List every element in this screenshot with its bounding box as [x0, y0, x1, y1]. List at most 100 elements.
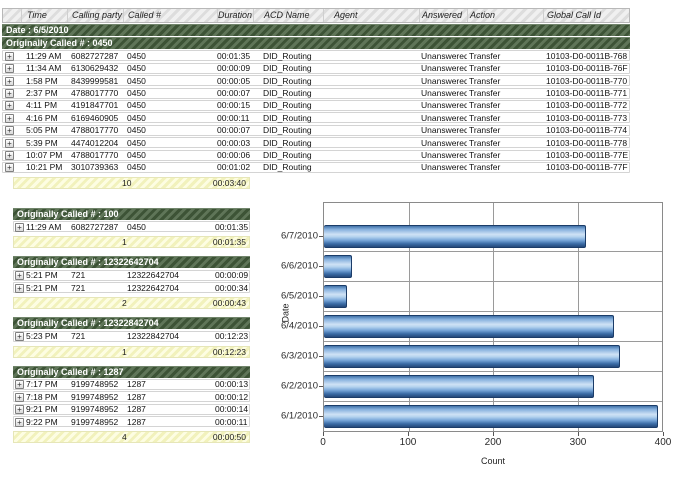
cell-action: Transfer	[469, 137, 501, 148]
expand-row-button[interactable]: +	[5, 126, 14, 136]
called-number-group: Originally Called # : 1287 +7:17 PM 919974…	[13, 365, 250, 444]
y-axis-tick	[319, 386, 323, 387]
expand-cell: +	[3, 138, 21, 148]
expand-cell: +	[3, 76, 21, 86]
cell-calling-party: 4474012204	[71, 137, 119, 148]
expand-cell: +	[3, 162, 21, 173]
expand-row-button[interactable]: +	[5, 51, 14, 61]
summary-duration: 00:01:35	[212, 237, 246, 248]
x-axis-tick	[408, 432, 409, 436]
cell-duration: 00:01:02	[217, 162, 251, 173]
group-summary-row: 2 00:00:43	[13, 297, 250, 310]
expand-row-button[interactable]: +	[5, 151, 14, 161]
cell-calling-party: 6082727287	[71, 221, 119, 232]
cell-time: 11:34 AM	[26, 63, 62, 74]
cell-called-number: 0450	[127, 112, 146, 123]
expand-row-button[interactable]: +	[5, 89, 14, 99]
call-log-row: +5:21 PM 721 12322642704 00:00:09	[13, 269, 250, 281]
call-log-row: +7:17 PM 9199748952 1287 00:00:13	[13, 378, 250, 390]
cell-action: Transfer	[469, 125, 501, 136]
cell-acd-name: DID_Routing	[263, 125, 312, 136]
cell-calling-party: 9199748952	[71, 391, 119, 402]
expand-row-button[interactable]: +	[15, 332, 24, 342]
expand-row-button[interactable]: +	[15, 222, 24, 232]
x-axis-tick	[493, 432, 494, 436]
cell-global-call-id: 10103-D0-0011B-772	[546, 100, 628, 111]
cell-calling-party: 4788017770	[71, 88, 119, 99]
y-axis-tick-label: 6/7/2010	[281, 230, 318, 242]
cell-calling-party: 721	[71, 270, 86, 281]
expand-row-button[interactable]: +	[5, 101, 14, 111]
column-header-calling-party: Calling party #	[67, 9, 123, 22]
expand-row-button[interactable]: +	[15, 392, 24, 402]
column-header-global-call-id: Global Call Id	[543, 9, 629, 22]
expand-row-button[interactable]: +	[5, 113, 14, 123]
call-log-row: +9:21 PM 9199748952 1287 00:00:14	[13, 403, 250, 415]
call-log-rows: +11:29 AM 6082727287 0450 00:01:35 DID_Routi…	[2, 50, 630, 173]
call-log-row: +11:34 AM 6130629432 0450 00:00:09 DID_Routi…	[2, 62, 630, 74]
chart-bar	[324, 315, 614, 338]
cell-global-call-id: 10103-D0-0011B-770	[546, 75, 628, 86]
cell-calling-party: 4191847701	[71, 100, 119, 111]
cell-duration: 00:00:07	[217, 88, 251, 99]
expand-row-button[interactable]: +	[15, 271, 24, 281]
cell-duration: 00:00:13	[215, 379, 249, 390]
expand-cell: +	[3, 88, 21, 99]
cell-called-number: 0450	[127, 221, 146, 232]
cell-time: 2:37 PM	[26, 88, 58, 99]
expand-row-button[interactable]: +	[5, 138, 14, 148]
cell-called-number: 1287	[127, 404, 146, 415]
cell-duration: 00:00:15	[217, 100, 251, 111]
expand-cell: +	[3, 113, 21, 123]
cell-calling-party: 6130629432	[71, 63, 119, 74]
y-axis-tick-label: 6/5/2010	[281, 290, 318, 302]
call-log-row: +11:29 AM 6082727287 0450 00:01:35	[13, 221, 250, 233]
expand-cell: +	[3, 63, 21, 74]
expand-cell: +	[14, 417, 25, 427]
y-axis-tick-label: 6/6/2010	[281, 260, 318, 272]
summary-count: 2	[122, 298, 127, 309]
cell-action: Transfer	[469, 100, 501, 111]
expand-row-button[interactable]: +	[5, 64, 14, 74]
cell-duration: 00:12:23	[215, 331, 249, 342]
cell-global-call-id: 10103-D0-0011B-771	[546, 88, 628, 99]
cell-time: 5:39 PM	[26, 137, 58, 148]
chart-category-row	[324, 222, 662, 252]
cell-time: 10:07 PM	[26, 150, 63, 161]
expand-row-button[interactable]: +	[15, 405, 24, 415]
called-number-group: Originally Called # : 100 +11:29 AM 608272…	[13, 208, 250, 249]
cell-calling-party: 8439999581	[71, 75, 119, 86]
expand-row-button[interactable]: +	[15, 283, 24, 293]
cell-time: 7:17 PM	[26, 379, 58, 390]
summary-duration: 00:00:43	[212, 298, 246, 309]
chart-category-row	[324, 252, 662, 282]
x-axis-tick-label: 0	[320, 437, 326, 448]
cell-answered: Unanswered	[421, 137, 467, 148]
calls-per-day-chart: Date 6/7/2010 6/6/2010 6/5/2010 6/4/2010 6/3…	[281, 198, 676, 485]
cell-global-call-id: 10103-D0-0011B-76F	[546, 63, 628, 74]
expand-row-button[interactable]: +	[15, 417, 24, 427]
call-log-row: +4:16 PM 6169460905 0450 00:00:11 DID_Routin…	[2, 112, 630, 124]
cell-time: 10:21 PM	[26, 162, 63, 173]
cell-calling-party: 4788017770	[71, 150, 119, 161]
expand-row-button[interactable]: +	[5, 163, 14, 173]
cell-answered: Unanswered	[421, 112, 467, 123]
cell-duration: 00:00:12	[215, 391, 249, 402]
cell-called-number: 1287	[127, 379, 146, 390]
table-header-row: Time Calling party # Called # Duration A…	[2, 8, 630, 23]
cell-global-call-id: 10103-D0-0011B-773	[546, 112, 628, 123]
expand-row-button[interactable]: +	[15, 380, 24, 390]
expand-cell: +	[14, 379, 25, 390]
cell-acd-name: DID_Routing	[263, 50, 312, 61]
cell-duration: 00:00:14	[215, 404, 249, 415]
cell-acd-name: DID_Routing	[263, 112, 312, 123]
cell-time: 5:23 PM	[26, 331, 58, 342]
cell-time: 11:29 AM	[26, 50, 62, 61]
group-summary-row: 4 00:00:50	[13, 431, 250, 444]
cell-action: Transfer	[469, 50, 501, 61]
expand-row-button[interactable]: +	[5, 76, 14, 86]
cell-time: 5:05 PM	[26, 125, 58, 136]
cell-action: Transfer	[469, 63, 501, 74]
y-axis-tick-label: 6/2/2010	[281, 380, 318, 392]
